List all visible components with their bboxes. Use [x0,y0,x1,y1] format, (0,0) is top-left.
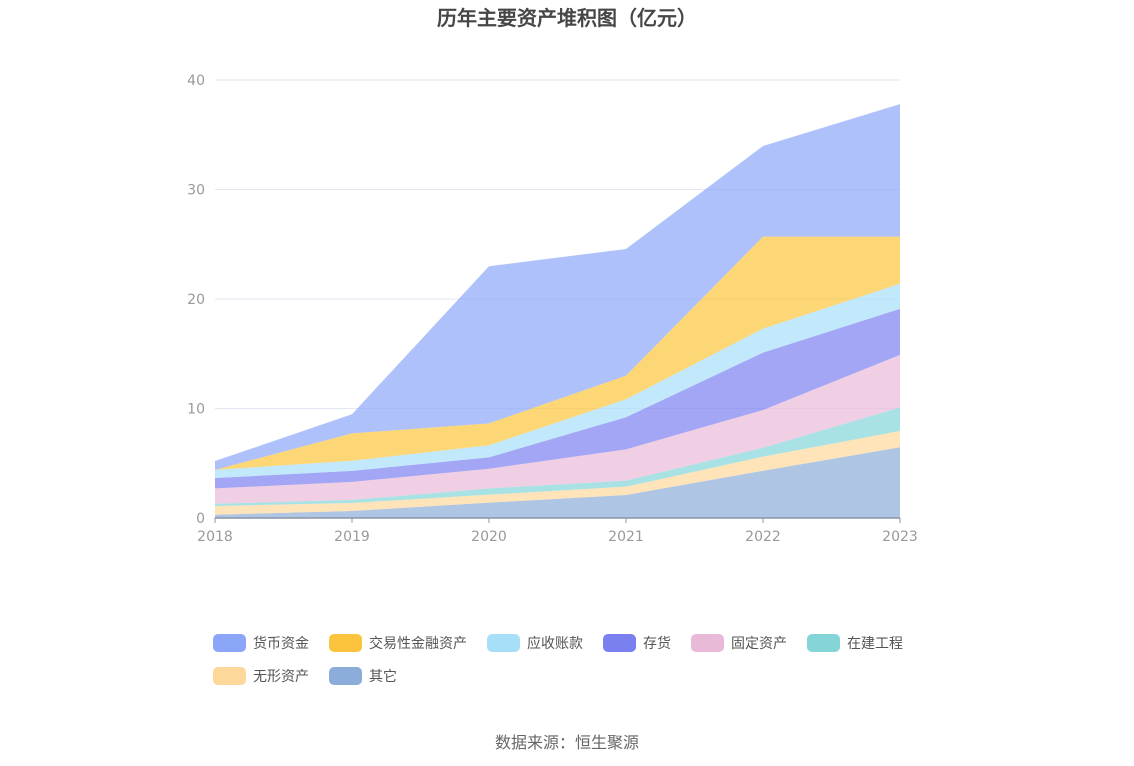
legend-item[interactable]: 无形资产 [213,667,309,685]
legend-item[interactable]: 货币资金 [213,634,309,652]
legend-label: 货币资金 [253,635,309,652]
x-tick-label: 2021 [608,529,644,545]
area-其它 [215,447,900,518]
y-tick-label: 20 [187,292,205,308]
legend-swatch [487,634,520,652]
legend-item[interactable]: 其它 [329,667,397,685]
y-tick-label: 10 [187,402,205,418]
area-货币资金 [215,104,900,470]
legend-swatch [807,634,840,652]
legend-swatch [329,667,362,685]
legend-item[interactable]: 存货 [603,634,671,652]
legend-swatch [329,634,362,652]
y-tick-label: 0 [196,511,205,527]
legend-swatch [213,634,246,652]
y-tick-label: 40 [187,73,205,89]
area-在建工程 [215,407,900,506]
legend-label: 固定资产 [731,636,787,652]
legend-label: 在建工程 [847,636,903,652]
chart-title: 历年主要资产堆积图（亿元） [437,6,697,30]
legend-label: 其它 [369,668,397,685]
area-无形资产 [215,430,900,515]
y-tick-label: 30 [187,183,205,199]
source-note: 数据来源：恒生聚源 [495,733,639,752]
legend-swatch [691,634,724,652]
x-tick-label: 2018 [197,529,233,545]
area-交易性金融资产 [215,236,900,470]
area-固定资产 [215,354,900,504]
legend-item[interactable]: 在建工程 [807,634,903,652]
x-tick-label: 2020 [471,529,507,545]
legend-swatch [213,667,246,685]
legend-swatch [603,634,636,652]
legend-item[interactable]: 应收账款 [487,634,583,652]
legend-item[interactable]: 交易性金融资产 [329,634,467,652]
area-存货 [215,308,900,489]
x-tick-label: 2019 [334,529,370,545]
legend-label: 交易性金融资产 [369,635,467,652]
legend-item[interactable]: 固定资产 [691,634,787,652]
x-tick-label: 2023 [882,529,918,545]
x-tick-label: 2022 [745,529,781,545]
legend-label: 无形资产 [253,669,309,685]
legend-label: 存货 [643,635,671,652]
legend-label: 应收账款 [527,635,583,652]
